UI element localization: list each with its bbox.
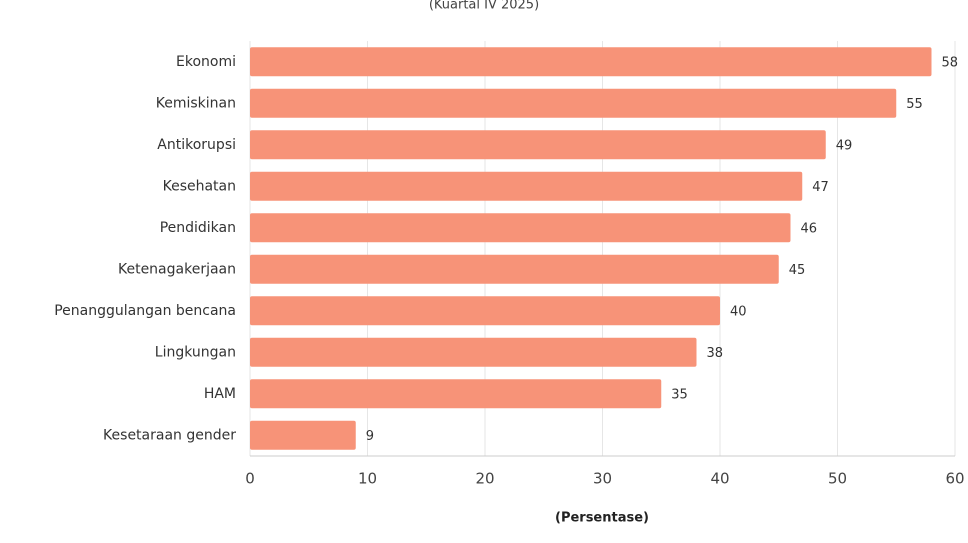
bar — [250, 171, 803, 201]
x-tick-label: 10 — [358, 470, 377, 488]
value-label: 45 — [789, 263, 806, 278]
value-label: 40 — [730, 304, 747, 319]
x-axis-label: (Persentase) — [555, 511, 649, 526]
x-tick-label: 50 — [828, 470, 847, 488]
y-tick-label: Lingkungan — [155, 344, 236, 360]
bar — [250, 254, 779, 284]
bar — [250, 420, 356, 450]
value-label: 58 — [942, 55, 959, 70]
bar — [250, 47, 932, 77]
bar — [250, 88, 897, 118]
value-label: 55 — [906, 97, 923, 112]
y-tick-label: Pendidikan — [160, 220, 236, 236]
value-label: 38 — [707, 346, 724, 361]
y-tick-label: Penanggulangan bencana — [54, 303, 236, 319]
chart-subtitle: (Kuartal IV 2025) — [429, 0, 539, 13]
bar — [250, 130, 826, 160]
x-tick-label: 0 — [245, 470, 255, 488]
y-tick-label: Kemiskinan — [156, 95, 236, 111]
x-tick-label: 60 — [945, 470, 964, 488]
y-tick-label: Kesetaraan gender — [103, 427, 236, 443]
x-tick-label: 30 — [593, 470, 612, 488]
bar — [250, 213, 791, 243]
y-tick-label: Ketenagakerjaan — [118, 261, 236, 277]
value-label: 47 — [812, 180, 829, 195]
value-label: 49 — [836, 138, 853, 153]
y-tick-label: Kesehatan — [163, 178, 236, 194]
y-tick-label: HAM — [204, 386, 236, 402]
x-tick-label: 40 — [710, 470, 729, 488]
y-tick-label: Ekonomi — [176, 54, 236, 70]
x-tick-label: 20 — [475, 470, 494, 488]
y-tick-label: Antikorupsi — [157, 137, 236, 153]
value-label: 35 — [671, 387, 688, 402]
value-label: 46 — [801, 221, 818, 236]
bar — [250, 337, 697, 367]
bar — [250, 379, 662, 409]
bar — [250, 296, 720, 326]
value-label: 9 — [366, 429, 374, 444]
